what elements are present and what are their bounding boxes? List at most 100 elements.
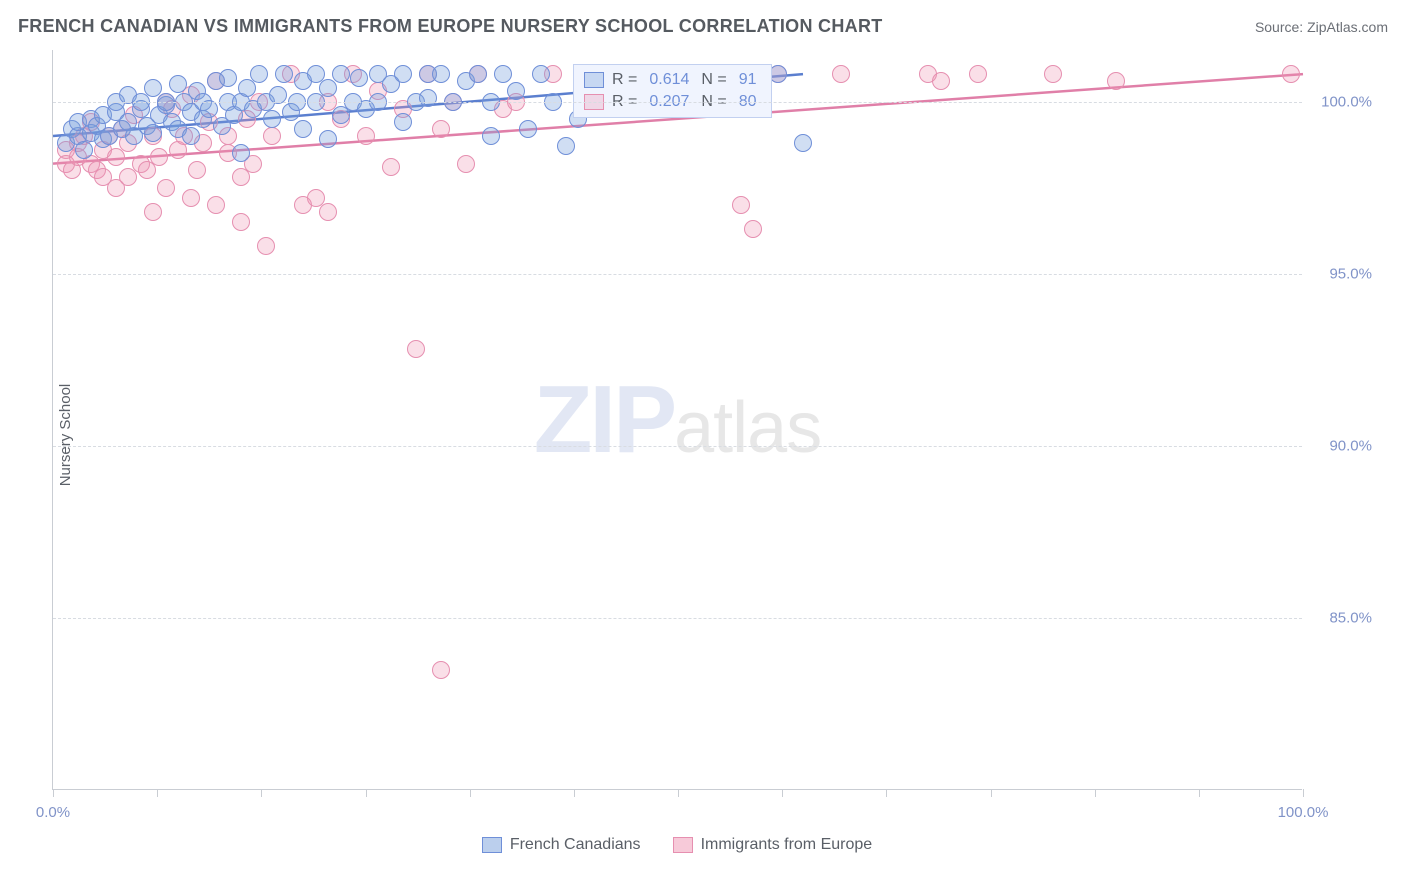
legend-label: French Canadians xyxy=(510,836,641,854)
y-tick-label: 85.0% xyxy=(1329,609,1372,626)
data-point xyxy=(769,65,787,83)
data-point xyxy=(232,168,250,186)
y-tick-label: 95.0% xyxy=(1329,265,1372,282)
data-point xyxy=(382,158,400,176)
source-label: Source: xyxy=(1255,19,1307,35)
data-point xyxy=(407,340,425,358)
data-point xyxy=(263,127,281,145)
data-point xyxy=(319,203,337,221)
data-point xyxy=(232,213,250,231)
data-point xyxy=(75,141,93,159)
data-point xyxy=(1282,65,1300,83)
data-point xyxy=(969,65,987,83)
data-point xyxy=(432,65,450,83)
data-point xyxy=(482,127,500,145)
data-point xyxy=(1107,72,1125,90)
legend-swatch-1 xyxy=(584,72,604,88)
data-point xyxy=(257,237,275,255)
scatter-points xyxy=(53,50,1302,789)
data-point xyxy=(519,120,537,138)
data-point xyxy=(357,127,375,145)
data-point xyxy=(532,65,550,83)
data-point xyxy=(138,161,156,179)
source-attribution: Source: ZipAtlas.com xyxy=(1255,19,1388,35)
data-point xyxy=(107,148,125,166)
data-point xyxy=(219,69,237,87)
data-point xyxy=(507,82,525,100)
x-tick xyxy=(470,789,471,797)
data-point xyxy=(732,196,750,214)
x-tick xyxy=(1199,789,1200,797)
x-tick xyxy=(886,789,887,797)
x-tick-label-start: 0.0% xyxy=(36,804,70,821)
y-tick-label: 100.0% xyxy=(1321,93,1372,110)
data-point xyxy=(150,148,168,166)
data-point xyxy=(794,134,812,152)
data-point xyxy=(350,69,368,87)
x-tick xyxy=(1303,789,1304,797)
data-point xyxy=(144,124,162,142)
data-point xyxy=(469,65,487,83)
legend-label: Immigrants from Europe xyxy=(701,836,873,854)
gridline xyxy=(53,618,1302,619)
data-point xyxy=(744,220,762,238)
data-point xyxy=(232,144,250,162)
chart-title: FRENCH CANADIAN VS IMMIGRANTS FROM EUROP… xyxy=(18,16,883,37)
data-point xyxy=(394,65,412,83)
data-point xyxy=(119,168,137,186)
data-point xyxy=(932,72,950,90)
n-label-1: N = xyxy=(701,71,726,89)
r-value-1: 0.614 xyxy=(645,71,693,89)
data-point xyxy=(157,179,175,197)
data-point xyxy=(319,130,337,148)
x-tick xyxy=(574,789,575,797)
data-point xyxy=(182,127,200,145)
x-tick-label-end: 100.0% xyxy=(1278,804,1329,821)
data-point xyxy=(332,106,350,124)
data-point xyxy=(250,65,268,83)
data-point xyxy=(432,661,450,679)
x-tick xyxy=(261,789,262,797)
data-point xyxy=(275,65,293,83)
x-tick xyxy=(991,789,992,797)
data-point xyxy=(394,113,412,131)
data-point xyxy=(494,65,512,83)
data-point xyxy=(832,65,850,83)
data-point xyxy=(263,110,281,128)
plot-container: ZIPatlas R = 0.614 N = 91 R = 0.207 N = … xyxy=(52,50,1372,820)
legend-item: French Canadians xyxy=(482,836,641,854)
legend-swatch xyxy=(673,837,693,853)
data-point xyxy=(207,196,225,214)
x-tick xyxy=(366,789,367,797)
legend-item: Immigrants from Europe xyxy=(673,836,873,854)
data-point xyxy=(238,79,256,97)
y-tick-label: 90.0% xyxy=(1329,437,1372,454)
n-value-1: 91 xyxy=(735,71,761,89)
x-tick xyxy=(782,789,783,797)
r-label-1: R = xyxy=(612,71,637,89)
data-point xyxy=(319,79,337,97)
x-tick xyxy=(678,789,679,797)
series-legend: French Canadians Immigrants from Europe xyxy=(52,836,1302,854)
gridline xyxy=(53,446,1302,447)
x-tick xyxy=(53,789,54,797)
data-point xyxy=(144,203,162,221)
y-axis-title: Nursery School xyxy=(57,384,74,487)
legend-swatch xyxy=(482,837,502,853)
data-point xyxy=(432,120,450,138)
data-point xyxy=(1044,65,1062,83)
x-tick xyxy=(157,789,158,797)
x-tick xyxy=(1095,789,1096,797)
data-point xyxy=(169,75,187,93)
plot-area: ZIPatlas R = 0.614 N = 91 R = 0.207 N = … xyxy=(52,50,1302,790)
data-point xyxy=(188,161,206,179)
gridline xyxy=(53,274,1302,275)
source-link[interactable]: ZipAtlas.com xyxy=(1307,19,1388,35)
data-point xyxy=(419,89,437,107)
header: FRENCH CANADIAN VS IMMIGRANTS FROM EUROP… xyxy=(18,16,1388,37)
legend-row-series-1: R = 0.614 N = 91 xyxy=(584,69,761,91)
data-point xyxy=(457,155,475,173)
data-point xyxy=(294,120,312,138)
gridline xyxy=(53,102,1302,103)
data-point xyxy=(182,189,200,207)
